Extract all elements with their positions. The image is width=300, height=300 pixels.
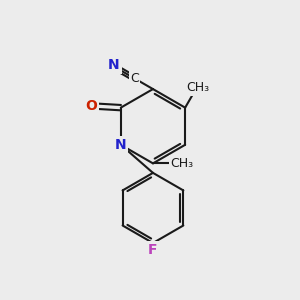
Text: F: F [148, 243, 158, 256]
Text: N: N [115, 138, 127, 152]
Text: CH₃: CH₃ [170, 157, 194, 170]
Text: N: N [108, 58, 120, 72]
Text: CH₃: CH₃ [186, 81, 209, 94]
Text: O: O [85, 99, 97, 113]
Text: C: C [130, 72, 139, 85]
